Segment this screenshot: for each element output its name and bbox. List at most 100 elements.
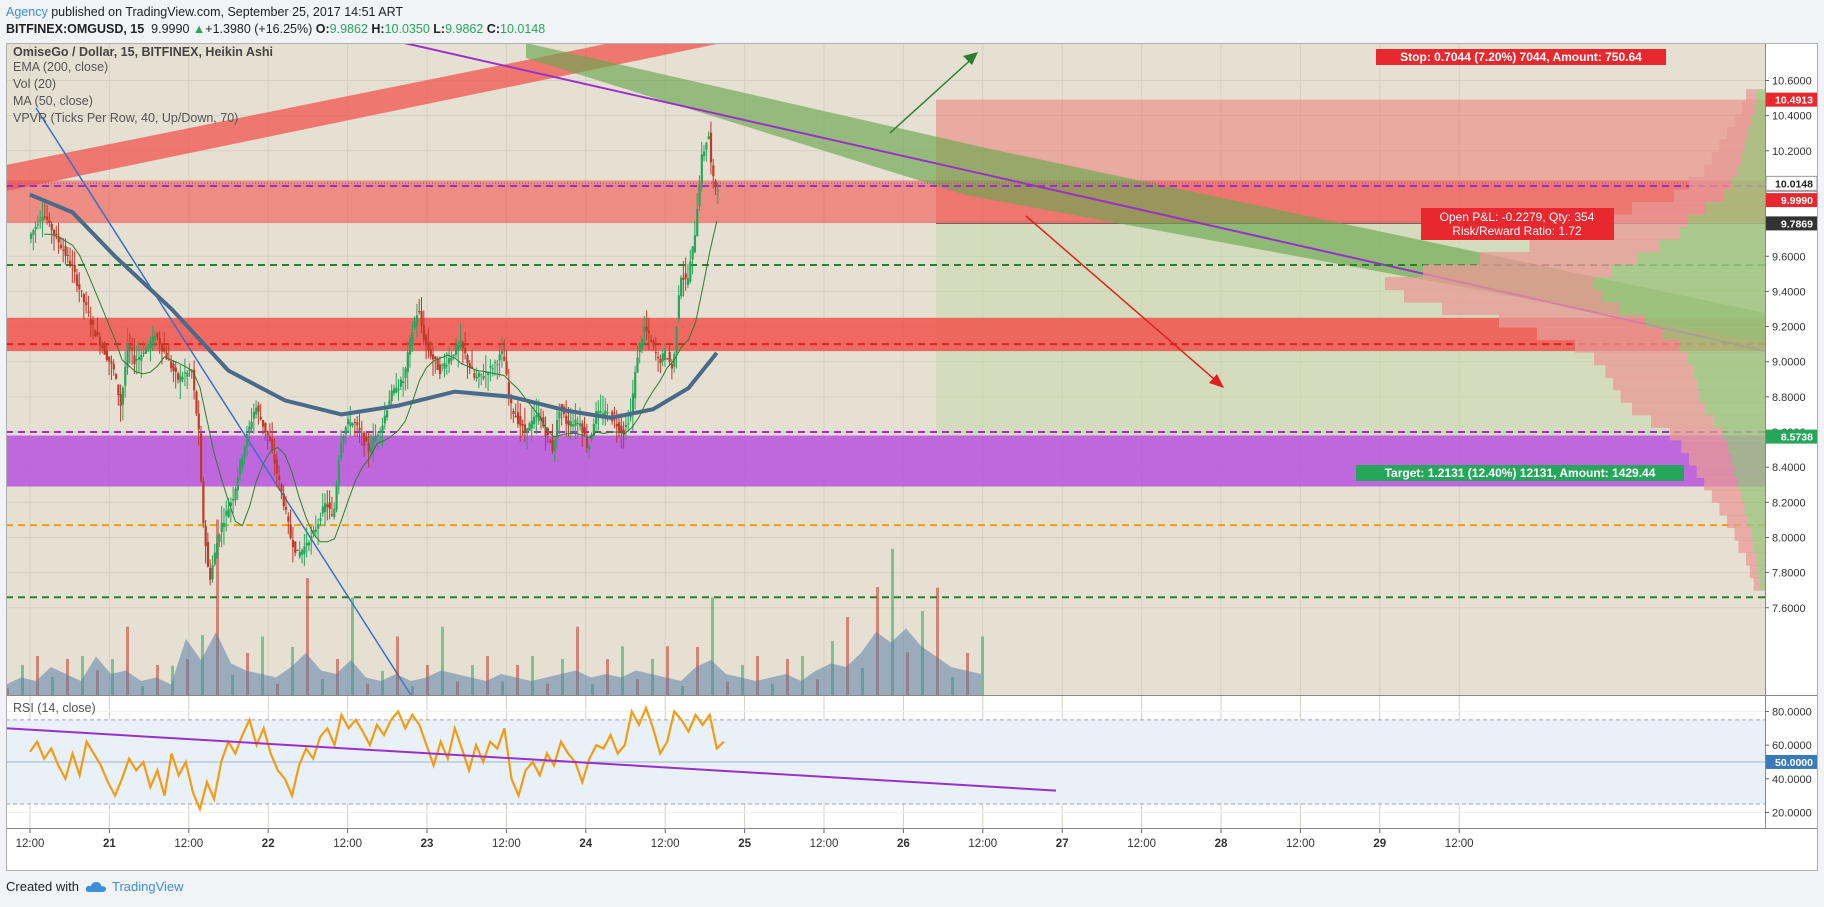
legend-vol[interactable]: Vol (20)	[13, 77, 56, 91]
candle-body	[199, 433, 203, 482]
vpvr-down-bar	[1605, 364, 1694, 378]
candle-body	[34, 226, 37, 230]
candle-body	[344, 427, 347, 435]
candle-body	[546, 428, 550, 435]
legend-ema[interactable]: EMA (200, close)	[13, 60, 108, 74]
rsi-value-tag-box	[1766, 754, 1817, 769]
candle-body	[273, 454, 276, 464]
vpvr-up-bar	[1747, 126, 1765, 140]
vpvr-up-bar	[1679, 227, 1765, 241]
candle-body	[383, 415, 386, 424]
price-tick-label: 7.8000	[1772, 568, 1806, 580]
vpvr-down-bar	[1673, 189, 1724, 203]
legend-vpvr[interactable]: VPVR (Ticks Per Row, 40, Up/Down, 70)	[13, 111, 238, 125]
candle-body	[427, 342, 430, 351]
candle-body	[301, 549, 304, 555]
candle-body	[66, 254, 69, 256]
candle-body	[507, 382, 510, 395]
vpvr-down-bar	[1746, 89, 1757, 103]
vpvr-up-bar	[1734, 464, 1765, 478]
vpvr-up-bar	[1737, 164, 1765, 178]
high-label: H:	[371, 22, 385, 36]
rsi-legend[interactable]: RSI (14, close)	[13, 701, 96, 715]
candle-body	[174, 367, 177, 372]
vpvr-down-bar	[1704, 477, 1738, 491]
candle-body	[454, 345, 458, 355]
tradingview-label[interactable]: TradingView	[111, 879, 184, 894]
volume-bar	[126, 626, 129, 695]
candle-body	[716, 190, 720, 192]
volume-ma-area	[6, 628, 981, 695]
candle-body	[52, 230, 56, 235]
candle-body	[514, 415, 517, 418]
candle-body	[512, 411, 515, 415]
candle-body	[551, 440, 554, 452]
pnl-label-box	[1421, 208, 1614, 240]
author-link[interactable]: Agency	[6, 5, 48, 19]
legend-ma[interactable]: MA (50, close)	[13, 94, 93, 108]
last-price-tag-box	[1766, 193, 1817, 208]
rsi-tick-label: 80.0000	[1772, 706, 1812, 718]
candle-body	[510, 397, 513, 404]
candle-body	[229, 502, 233, 507]
candle-body	[324, 503, 327, 513]
candle-body	[216, 542, 219, 559]
candle-body	[158, 337, 161, 345]
candle-body	[647, 330, 651, 334]
candle-body	[388, 400, 391, 409]
rsi-trend-line	[6, 727, 1057, 792]
price-tick-label: 8.2000	[1772, 497, 1806, 509]
vpvr-up-bar	[1688, 352, 1765, 366]
candle-body	[590, 434, 593, 440]
candle-body	[443, 363, 446, 369]
open-label: O:	[315, 22, 330, 36]
stop-label-text: Stop: 0.7044 (7.20%) 7044, Amount: 750.6…	[1400, 50, 1642, 64]
candlestick-series	[30, 121, 720, 586]
time-tick-label: 12:00	[651, 838, 680, 850]
price-chart[interactable]: 10.600010.400010.200010.00009.80009.6000…	[6, 43, 1818, 871]
candle-body	[636, 357, 639, 373]
vpvr-down-bar	[1734, 527, 1752, 541]
candle-body	[248, 426, 251, 434]
green-arrow-line	[889, 54, 977, 134]
ema-line	[29, 192, 719, 420]
candle-body	[282, 493, 285, 507]
last-price-tag: 9.9990	[1781, 195, 1813, 207]
candle-body	[271, 438, 274, 451]
price-tick-label: 10.6000	[1772, 76, 1812, 88]
candle-body	[227, 508, 230, 518]
vpvr-down-bar	[1753, 577, 1760, 591]
vpvr-down-bar	[1749, 565, 1759, 579]
tradingview-link[interactable]: TradingView	[85, 879, 184, 894]
vpvr-up-bar	[1756, 552, 1765, 566]
time-tick-label: 12:00	[810, 838, 839, 850]
candle-body	[188, 369, 191, 371]
time-axis[interactable]: 12:00 21 12:00 22 12:00 23 12:00 24 12:00 25 12:00…	[16, 829, 1474, 850]
vpvr-down-bar	[1746, 552, 1757, 566]
vpvr-up-bar	[1594, 277, 1765, 291]
candle-body	[186, 372, 189, 377]
candle-body	[409, 338, 412, 355]
low-label: L:	[433, 22, 446, 36]
support-band	[6, 317, 1765, 352]
candle-body	[445, 365, 448, 367]
candle-body	[583, 427, 586, 435]
candle-body	[204, 525, 207, 547]
candle-body	[553, 439, 556, 451]
vpvr-up-bar	[1693, 364, 1765, 378]
candle-body	[307, 542, 311, 546]
candle-body	[108, 356, 111, 362]
candle-body	[346, 419, 350, 425]
vpvr-up-bar	[1753, 540, 1765, 554]
candle-body	[101, 345, 104, 349]
rsi-axis[interactable]: 80.0000 60.0000 40.0000 20.0000	[1765, 706, 1812, 819]
candle-body	[151, 335, 154, 345]
legend-title: OmiseGo / Dollar, 15, BITFINEX, Heikin A…	[13, 45, 273, 59]
candle-body	[163, 347, 166, 352]
chart-frame[interactable]: 10.600010.400010.200010.00009.80009.6000…	[6, 43, 1818, 871]
target-label: Target: 1.2131 (12.40%) 12131, Amount: 1…	[1356, 465, 1684, 481]
candle-body	[89, 319, 92, 325]
candle-body	[114, 374, 118, 379]
candle-body	[39, 220, 42, 222]
publish-line: Agency published on TradingView.com, Sep…	[6, 4, 545, 21]
